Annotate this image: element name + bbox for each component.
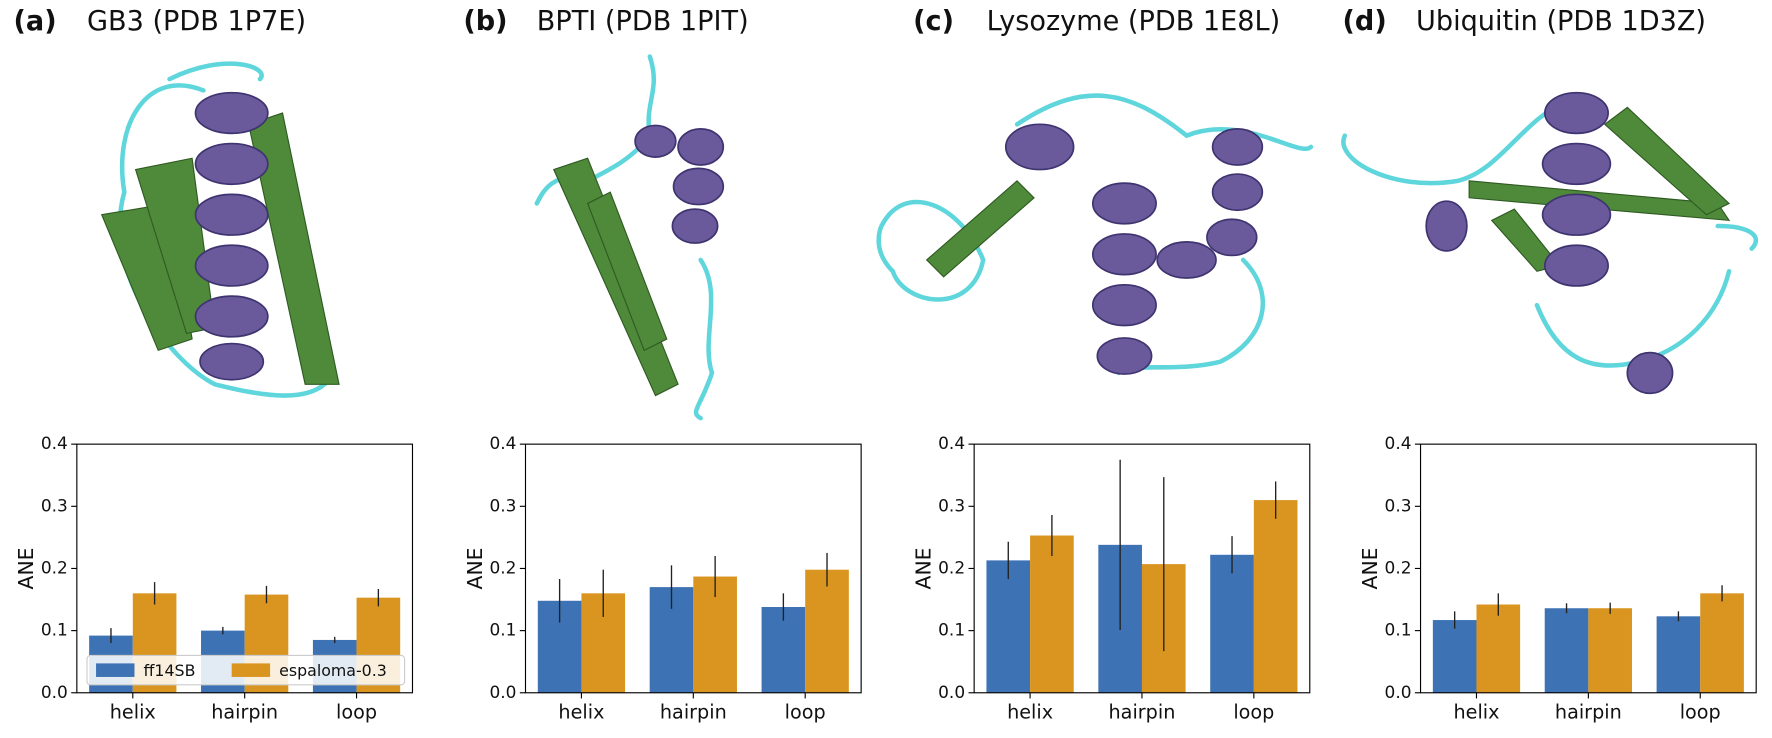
protein-b	[534, 54, 725, 421]
y-tick-label: 0.3	[490, 495, 517, 515]
y-axis-label: ANE	[911, 547, 935, 589]
protein-d	[1341, 91, 1759, 395]
y-tick-label: 0.2	[41, 557, 68, 577]
panel-title: Ubiquitin (PDB 1D3Z)	[1416, 6, 1706, 37]
y-axis-label: ANE	[14, 547, 38, 589]
y-tick-label: 0.1	[1385, 620, 1412, 640]
plot-frame	[973, 443, 1311, 694]
y-tick-label: 0.0	[41, 682, 68, 702]
y-tick-label: 0.4	[490, 433, 517, 453]
y-tick-label: 0.0	[1385, 682, 1412, 702]
y-tick-label: 0.4	[41, 433, 68, 453]
panel-title: GB3 (PDB 1P7E)	[87, 6, 306, 37]
panel-label: (c)	[913, 6, 954, 37]
y-tick-label: 0.1	[41, 620, 68, 640]
y-tick-label: 0.4	[938, 433, 965, 453]
protein-c	[876, 93, 1314, 376]
bar	[1210, 554, 1254, 693]
bar	[1544, 608, 1589, 693]
bar	[1656, 616, 1701, 693]
plot-frame	[76, 443, 414, 694]
x-tick-label: loop	[1233, 701, 1274, 724]
bar	[1030, 535, 1074, 693]
bar	[1476, 604, 1521, 693]
y-tick-label: 0.3	[938, 495, 965, 515]
bar	[805, 569, 849, 693]
x-tick-label: hairpin	[1555, 701, 1622, 724]
y-tick-label: 0.3	[1385, 495, 1412, 515]
bar	[1432, 620, 1477, 693]
y-tick-label: 0.4	[1385, 433, 1412, 453]
bar	[1253, 500, 1298, 693]
y-tick-label: 0.1	[938, 620, 965, 640]
y-tick-label: 0.0	[938, 682, 965, 702]
plot-frame	[524, 443, 862, 694]
panel-label: (d)	[1343, 6, 1387, 37]
x-tick-label: helix	[1007, 701, 1053, 724]
bar	[986, 560, 1031, 693]
bar	[1588, 608, 1632, 693]
y-axis-label: ANE	[1358, 547, 1382, 589]
y-tick-label: 0.2	[1385, 557, 1412, 577]
x-tick-label: loop	[336, 701, 377, 724]
x-tick-label: loop	[785, 701, 826, 724]
x-tick-label: loop	[1680, 701, 1721, 724]
x-tick-label: hairpin	[660, 701, 727, 724]
bar	[761, 606, 806, 693]
bar	[1700, 593, 1744, 693]
x-tick-label: helix	[1453, 701, 1499, 724]
x-tick-label: hairpin	[1109, 701, 1176, 724]
y-tick-label: 0.3	[41, 495, 68, 515]
legend-label: ff14SB	[144, 661, 196, 680]
panel-label: (a)	[14, 6, 57, 37]
x-tick-label: hairpin	[211, 701, 278, 724]
y-tick-label: 0.2	[490, 557, 517, 577]
y-tick-label: 0.0	[490, 682, 517, 702]
legend-swatch	[231, 663, 271, 677]
x-tick-label: helix	[110, 701, 156, 724]
legend-label: espaloma-0.3	[279, 661, 387, 680]
y-tick-label: 0.2	[938, 557, 965, 577]
y-axis-label: ANE	[463, 547, 487, 589]
x-tick-label: helix	[558, 701, 604, 724]
panel-title: Lysozyme (PDB 1E8L)	[987, 6, 1281, 37]
y-tick-label: 0.1	[490, 620, 517, 640]
protein-a	[100, 61, 340, 398]
panel-label: (b)	[463, 6, 507, 37]
legend-swatch	[96, 663, 135, 677]
panel-title: BPTI (PDB 1PIT)	[537, 6, 749, 37]
plot-frame	[1419, 443, 1757, 694]
